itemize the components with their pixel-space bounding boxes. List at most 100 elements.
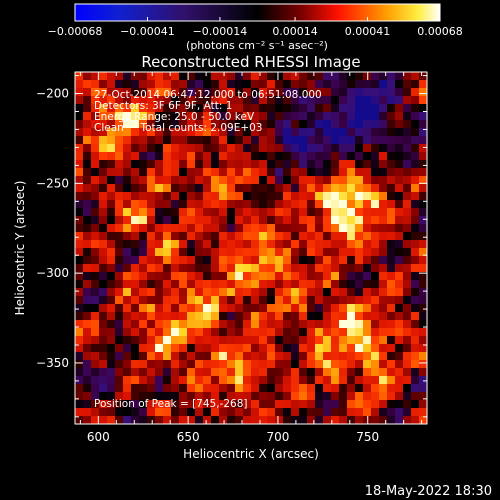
heatmap-cell bbox=[83, 72, 92, 81]
colorbar-tick-label: 0.00068 bbox=[417, 25, 463, 38]
heatmap-cell bbox=[179, 304, 188, 313]
heatmap-cell bbox=[99, 320, 108, 329]
heatmap-cell bbox=[171, 72, 180, 81]
heatmap-cell bbox=[339, 376, 348, 385]
heatmap-cell bbox=[363, 144, 372, 153]
heatmap-cell bbox=[115, 88, 124, 97]
heatmap-cell bbox=[139, 288, 148, 297]
heatmap-cell bbox=[195, 88, 204, 97]
heatmap-cell bbox=[379, 320, 388, 329]
heatmap-cell bbox=[123, 360, 132, 369]
heatmap-cell bbox=[171, 176, 180, 185]
heatmap-cell bbox=[251, 96, 260, 105]
heatmap-cell bbox=[371, 224, 380, 233]
heatmap-cell bbox=[203, 256, 212, 265]
heatmap-cell bbox=[243, 352, 252, 361]
heatmap-cell bbox=[131, 416, 140, 424]
heatmap-cell bbox=[347, 248, 356, 257]
heatmap-cell bbox=[243, 128, 252, 137]
heatmap-cell bbox=[339, 392, 348, 401]
heatmap-cell bbox=[211, 304, 220, 313]
heatmap-cell bbox=[347, 328, 356, 337]
heatmap-cell bbox=[107, 240, 116, 249]
heatmap-cell bbox=[291, 376, 300, 385]
heatmap-cell bbox=[171, 160, 180, 169]
heatmap-cell bbox=[355, 96, 364, 105]
heatmap-cell bbox=[355, 176, 364, 185]
heatmap-cell bbox=[195, 280, 204, 289]
heatmap-cell bbox=[323, 248, 332, 257]
heatmap-cell bbox=[403, 248, 412, 257]
heatmap-cell bbox=[323, 400, 332, 409]
heatmap-cell bbox=[235, 224, 244, 233]
heatmap-cell bbox=[259, 216, 268, 225]
heatmap-cell bbox=[179, 104, 188, 113]
heatmap-cell bbox=[395, 192, 404, 201]
heatmap-cell bbox=[411, 176, 420, 185]
heatmap-cell bbox=[331, 368, 340, 377]
heatmap-cell bbox=[171, 152, 180, 161]
heatmap-cell bbox=[291, 136, 300, 145]
heatmap-cell bbox=[395, 184, 404, 193]
heatmap-cell bbox=[227, 176, 236, 185]
heatmap-cell bbox=[267, 288, 276, 297]
heatmap-cell bbox=[347, 192, 356, 201]
heatmap-cell bbox=[403, 400, 412, 409]
heatmap-cell bbox=[395, 136, 404, 145]
heatmap-cell bbox=[83, 216, 92, 225]
heatmap-cell bbox=[419, 88, 427, 97]
heatmap-cell bbox=[227, 216, 236, 225]
heatmap-cell bbox=[371, 80, 380, 89]
heatmap-cell bbox=[235, 176, 244, 185]
heatmap-cell bbox=[363, 104, 372, 113]
heatmap-cell bbox=[219, 112, 228, 121]
heatmap-cell bbox=[251, 352, 260, 361]
heatmap-cell bbox=[195, 152, 204, 161]
heatmap-cell bbox=[283, 360, 292, 369]
heatmap-cell bbox=[195, 360, 204, 369]
heatmap-cell bbox=[163, 128, 172, 137]
heatmap-cell bbox=[163, 320, 172, 329]
heatmap-cell bbox=[283, 320, 292, 329]
heatmap-cell bbox=[139, 184, 148, 193]
heatmap-cell bbox=[291, 336, 300, 345]
heatmap-cell bbox=[115, 152, 124, 161]
heatmap-cell bbox=[291, 384, 300, 393]
heatmap-cell bbox=[387, 368, 396, 377]
heatmap-cell bbox=[235, 320, 244, 329]
heatmap-cell bbox=[331, 168, 340, 177]
heatmap-cell bbox=[179, 72, 188, 81]
heatmap-cell bbox=[411, 280, 420, 289]
heatmap-cell bbox=[331, 344, 340, 353]
heatmap-cell bbox=[267, 272, 276, 281]
heatmap-cell bbox=[323, 416, 332, 424]
heatmap-cell bbox=[419, 136, 427, 145]
heatmap-cell bbox=[275, 312, 284, 321]
heatmap-cell bbox=[155, 192, 164, 201]
heatmap-cell bbox=[419, 144, 427, 153]
heatmap-cell bbox=[107, 416, 116, 424]
heatmap-cell bbox=[291, 216, 300, 225]
heatmap-cell bbox=[139, 224, 148, 233]
heatmap-cell bbox=[275, 240, 284, 249]
heatmap-cell bbox=[187, 72, 196, 81]
heatmap-cell bbox=[123, 224, 132, 233]
heatmap-cell bbox=[307, 176, 316, 185]
heatmap-cell bbox=[299, 184, 308, 193]
heatmap-cell bbox=[155, 344, 164, 353]
heatmap-cell bbox=[251, 168, 260, 177]
heatmap-cell bbox=[347, 112, 356, 121]
heatmap-cell bbox=[315, 200, 324, 209]
heatmap-cell bbox=[219, 352, 228, 361]
heatmap-cell bbox=[323, 208, 332, 217]
heatmap-cell bbox=[387, 328, 396, 337]
heatmap-cell bbox=[155, 216, 164, 225]
heatmap-cell bbox=[291, 320, 300, 329]
heatmap-cell bbox=[411, 248, 420, 257]
heatmap-cell bbox=[403, 392, 412, 401]
heatmap-cell bbox=[219, 256, 228, 265]
heatmap-cell bbox=[179, 280, 188, 289]
heatmap-cell bbox=[147, 416, 156, 424]
heatmap-cell bbox=[259, 160, 268, 169]
heatmap-cell bbox=[395, 168, 404, 177]
